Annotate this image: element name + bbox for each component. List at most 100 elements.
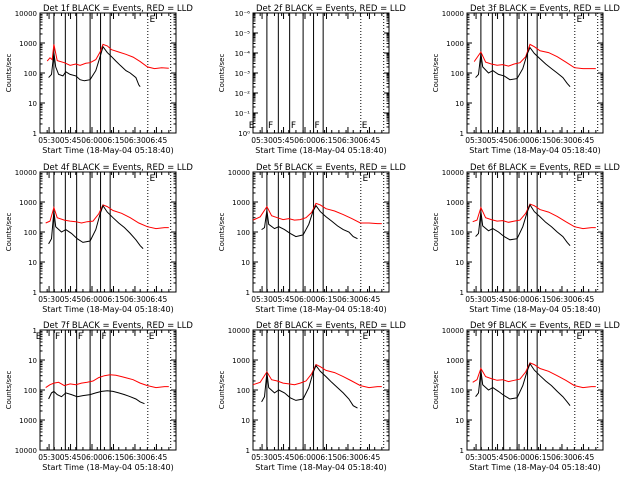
x-tick-label: 05:30 xyxy=(251,453,273,462)
y-axis-label: Counts/sec xyxy=(432,213,440,252)
y-axis-label: Counts/sec xyxy=(5,213,13,252)
lld-rate-line xyxy=(252,363,382,389)
x-tick-label: 06:15 xyxy=(316,295,338,304)
y-tick-label: 100 xyxy=(451,70,464,78)
y-tick-label: 1 xyxy=(33,130,37,138)
y-tick-label: 10⁻³ xyxy=(235,70,251,78)
detector-panel-3: Det 3f BLACK = Events, RED = LLD 1 10 100 10… xyxy=(432,4,620,155)
panel-title: Det 2f BLACK = Events, RED = LLD xyxy=(256,4,406,14)
x-tick-label: 06:30 xyxy=(337,453,359,462)
x-tick-label: 06:15 xyxy=(103,295,125,304)
flag-label: E xyxy=(577,332,583,342)
y-tick-label: 10⁻¹ xyxy=(235,110,251,118)
y-tick-label: 1000 xyxy=(446,357,464,365)
x-tick-label: 06:45 xyxy=(359,136,381,145)
panel-title: Det 5f BLACK = Events, RED = LLD xyxy=(256,163,406,173)
y-tick-label: 10000 xyxy=(228,169,250,177)
lld-rate-line xyxy=(473,43,596,70)
x-tick-label: 06:00 xyxy=(81,136,103,145)
x-tick-label: 06:00 xyxy=(294,136,316,145)
plot-frame xyxy=(39,12,177,134)
flag-label: E xyxy=(577,15,583,25)
plot-frame xyxy=(39,329,177,451)
y-tick-label: 10000 xyxy=(15,10,37,18)
plot-frame xyxy=(466,171,604,293)
y-axis-label: Counts/sec xyxy=(218,213,226,252)
panel-title: Det 4f BLACK = Events, RED = LLD xyxy=(43,163,193,173)
x-tick-label: 05:30 xyxy=(251,136,273,145)
x-tick-label: 06:30 xyxy=(337,136,359,145)
y-axis-label: Counts/sec xyxy=(218,371,226,410)
y-tick-label: 10 xyxy=(28,259,37,267)
flag-label: E xyxy=(149,332,155,342)
x-tick-label: 05:45 xyxy=(60,136,82,145)
y-tick-label: 100 xyxy=(237,229,250,237)
flag-label: F xyxy=(102,332,107,342)
y-tick-label: 10000 xyxy=(15,169,37,177)
x-tick-label: 06:15 xyxy=(103,453,125,462)
x-axis-label: Start Time (18-May-04 05:18:40) xyxy=(469,463,600,472)
plot-frame xyxy=(466,12,604,134)
x-tick-label: 05:30 xyxy=(465,295,487,304)
flag-label: E xyxy=(150,174,156,184)
panel-title: Det 7f BLACK = Events, RED = LLD xyxy=(43,321,193,331)
x-tick-label: 06:30 xyxy=(124,136,146,145)
plot-frame xyxy=(252,171,390,293)
y-tick-label: 1000 xyxy=(19,199,37,207)
x-tick-label: 05:45 xyxy=(273,136,295,145)
lld-rate-line xyxy=(252,202,382,225)
x-tick-label: 06:15 xyxy=(530,295,552,304)
lld-rate-line xyxy=(46,43,169,70)
y-tick-label: 100 xyxy=(451,229,464,237)
y-tick-label: 10 xyxy=(455,259,464,267)
y-tick-label: 1 xyxy=(246,289,250,297)
x-tick-label: 06:15 xyxy=(530,136,552,145)
y-axis-label: Counts/sec xyxy=(218,54,226,93)
detector-panel-6: Det 6f BLACK = Events, RED = LLD 1 10 100 10… xyxy=(432,163,620,314)
detector-panel-9: Det 9f BLACK = Events, RED = LLD 1 10 100 10… xyxy=(432,321,620,472)
y-tick-label: 1000 xyxy=(446,199,464,207)
x-tick-label: 05:30 xyxy=(38,295,60,304)
x-tick-label: 06:00 xyxy=(508,453,530,462)
y-tick-label: 1000 xyxy=(446,40,464,48)
lld-rate-line xyxy=(45,374,169,389)
x-tick-label: 06:30 xyxy=(551,136,573,145)
flag-label: F xyxy=(55,332,60,342)
flag-label: F xyxy=(291,121,296,131)
y-axis-label: Counts/sec xyxy=(432,54,440,93)
flag-label: E xyxy=(36,332,42,342)
x-tick-label: 06:15 xyxy=(316,453,338,462)
y-tick-label: 10 xyxy=(241,417,250,425)
x-tick-label: 06:15 xyxy=(316,136,338,145)
x-tick-label: 05:45 xyxy=(273,453,295,462)
x-tick-label: 06:00 xyxy=(294,453,316,462)
x-tick-label: 06:00 xyxy=(508,295,530,304)
x-tick-label: 06:45 xyxy=(573,136,595,145)
x-tick-label: 05:45 xyxy=(60,295,82,304)
event-rate-line xyxy=(261,204,358,240)
flag-label: E xyxy=(363,332,369,342)
y-tick-label: 1000 xyxy=(232,357,250,365)
x-tick-label: 05:45 xyxy=(60,453,82,462)
x-tick-label: 05:45 xyxy=(273,295,295,304)
plot-frame xyxy=(466,329,604,451)
detector-panel-4: Det 4f BLACK = Events, RED = LLD 1 10 100 10… xyxy=(5,163,193,314)
x-tick-label: 05:30 xyxy=(38,136,60,145)
y-tick-label: 10⁻² xyxy=(235,90,251,98)
x-tick-label: 05:30 xyxy=(38,453,60,462)
x-axis-label: Start Time (18-May-04 05:18:40) xyxy=(255,305,386,314)
y-axis-label: Counts/sec xyxy=(5,371,13,410)
event-rate-line xyxy=(48,204,144,249)
y-axis-label: Counts/sec xyxy=(432,371,440,410)
y-tick-label: 1000 xyxy=(19,40,37,48)
x-tick-label: 06:00 xyxy=(81,295,103,304)
y-tick-label: 1000 xyxy=(232,199,250,207)
x-tick-label: 06:15 xyxy=(530,453,552,462)
x-tick-label: 06:30 xyxy=(124,295,146,304)
y-tick-label: 10 xyxy=(455,417,464,425)
plot-frame xyxy=(252,12,390,134)
flag-label: E xyxy=(363,174,369,184)
flag-label: F xyxy=(268,121,273,131)
